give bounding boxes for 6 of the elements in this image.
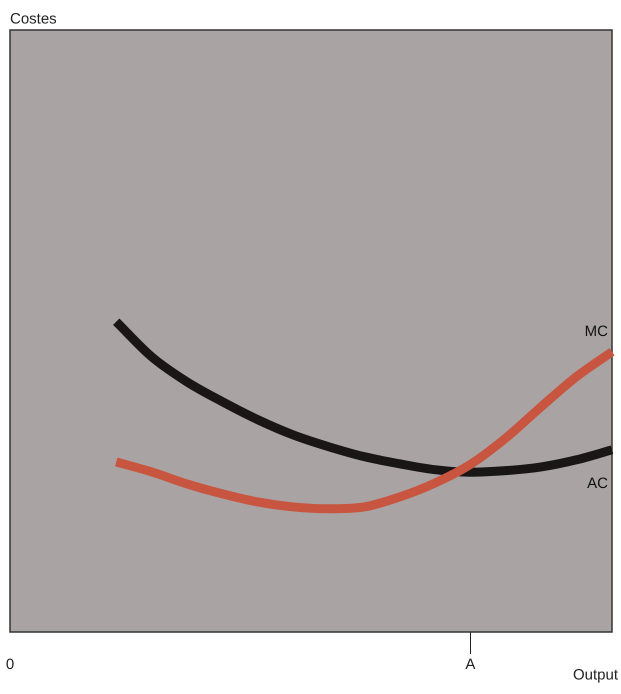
x-tick-label: A <box>465 656 476 674</box>
text: Costes <box>10 10 57 28</box>
x-axis-title: Output <box>572 666 619 684</box>
series-label: MC <box>584 322 608 340</box>
series-label: AC <box>587 474 608 492</box>
x-tick-label: 0 <box>6 656 14 674</box>
